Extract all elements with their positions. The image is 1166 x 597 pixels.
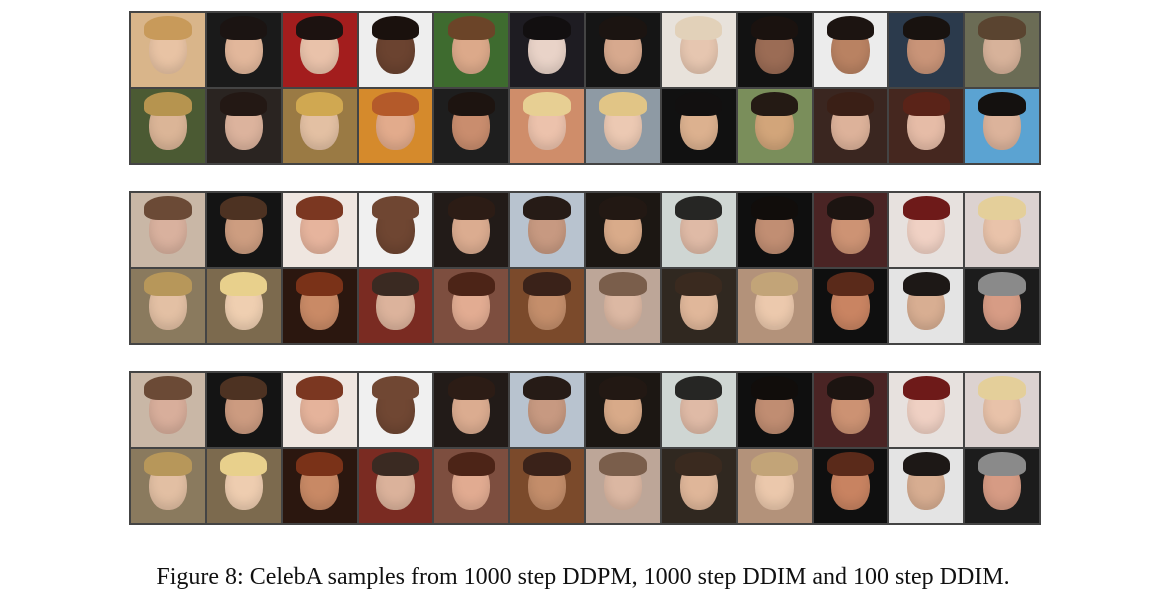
face-sample-image <box>282 193 357 267</box>
face-sample-image <box>434 193 509 267</box>
ddim-1000-step-sample-grid <box>129 191 1041 345</box>
face-sample-image <box>434 449 509 523</box>
face-sample-image <box>131 373 205 447</box>
face-sample-image <box>813 13 888 87</box>
face-sample-image <box>510 449 584 523</box>
face-sample-image <box>889 89 964 163</box>
face-sample-image <box>737 193 812 267</box>
face-sample-image <box>131 13 205 87</box>
face-sample-image <box>131 89 205 163</box>
face-sample-image <box>131 269 205 343</box>
face-sample-image <box>358 193 433 267</box>
face-sample-image <box>434 373 509 447</box>
face-sample-image <box>131 449 205 523</box>
face-sample-image <box>358 89 433 163</box>
face-sample-image <box>889 13 964 87</box>
face-sample-image <box>434 269 509 343</box>
face-sample-image <box>965 449 1039 523</box>
face-sample-image <box>737 13 812 87</box>
face-sample-image <box>131 193 205 267</box>
figure-caption: Figure 8: CelebA samples from 1000 step … <box>156 564 1010 590</box>
face-sample-image <box>965 13 1039 87</box>
face-sample-image <box>661 89 736 163</box>
face-sample-image <box>206 193 281 267</box>
face-sample-image <box>586 89 660 163</box>
face-sample-image <box>434 89 509 163</box>
face-sample-image <box>358 269 433 343</box>
face-sample-image <box>965 373 1039 447</box>
face-sample-image <box>206 13 281 87</box>
face-sample-image <box>358 373 433 447</box>
face-sample-image <box>282 89 357 163</box>
face-sample-image <box>206 373 281 447</box>
face-sample-image <box>813 449 888 523</box>
face-sample-image <box>586 13 660 87</box>
face-sample-image <box>965 269 1039 343</box>
ddim-100-step-sample-grid <box>129 371 1041 525</box>
face-sample-image <box>737 269 812 343</box>
face-sample-image <box>889 373 964 447</box>
face-sample-image <box>510 193 584 267</box>
face-sample-image <box>661 13 736 87</box>
face-sample-image <box>206 449 281 523</box>
face-sample-image <box>661 193 736 267</box>
face-sample-image <box>889 269 964 343</box>
face-sample-image <box>282 269 357 343</box>
face-sample-image <box>510 89 584 163</box>
face-sample-image <box>813 193 888 267</box>
face-sample-image <box>586 449 660 523</box>
face-sample-image <box>510 13 584 87</box>
face-sample-image <box>889 449 964 523</box>
face-sample-image <box>282 373 357 447</box>
face-sample-image <box>206 269 281 343</box>
face-sample-image <box>813 269 888 343</box>
face-sample-image <box>813 373 888 447</box>
face-sample-image <box>510 269 584 343</box>
face-sample-image <box>737 449 812 523</box>
face-sample-image <box>965 89 1039 163</box>
face-sample-image <box>586 269 660 343</box>
face-sample-image <box>889 193 964 267</box>
face-sample-image <box>358 449 433 523</box>
face-sample-image <box>965 193 1039 267</box>
face-sample-image <box>661 269 736 343</box>
face-sample-image <box>434 13 509 87</box>
face-sample-image <box>206 89 281 163</box>
face-sample-image <box>586 373 660 447</box>
face-sample-image <box>282 449 357 523</box>
face-sample-image <box>510 373 584 447</box>
face-sample-image <box>358 13 433 87</box>
face-sample-image <box>813 89 888 163</box>
ddpm-1000-step-sample-grid <box>129 11 1041 165</box>
face-sample-image <box>737 373 812 447</box>
face-sample-image <box>586 193 660 267</box>
face-sample-image <box>661 449 736 523</box>
face-sample-image <box>282 13 357 87</box>
face-sample-image <box>737 89 812 163</box>
face-sample-image <box>661 373 736 447</box>
